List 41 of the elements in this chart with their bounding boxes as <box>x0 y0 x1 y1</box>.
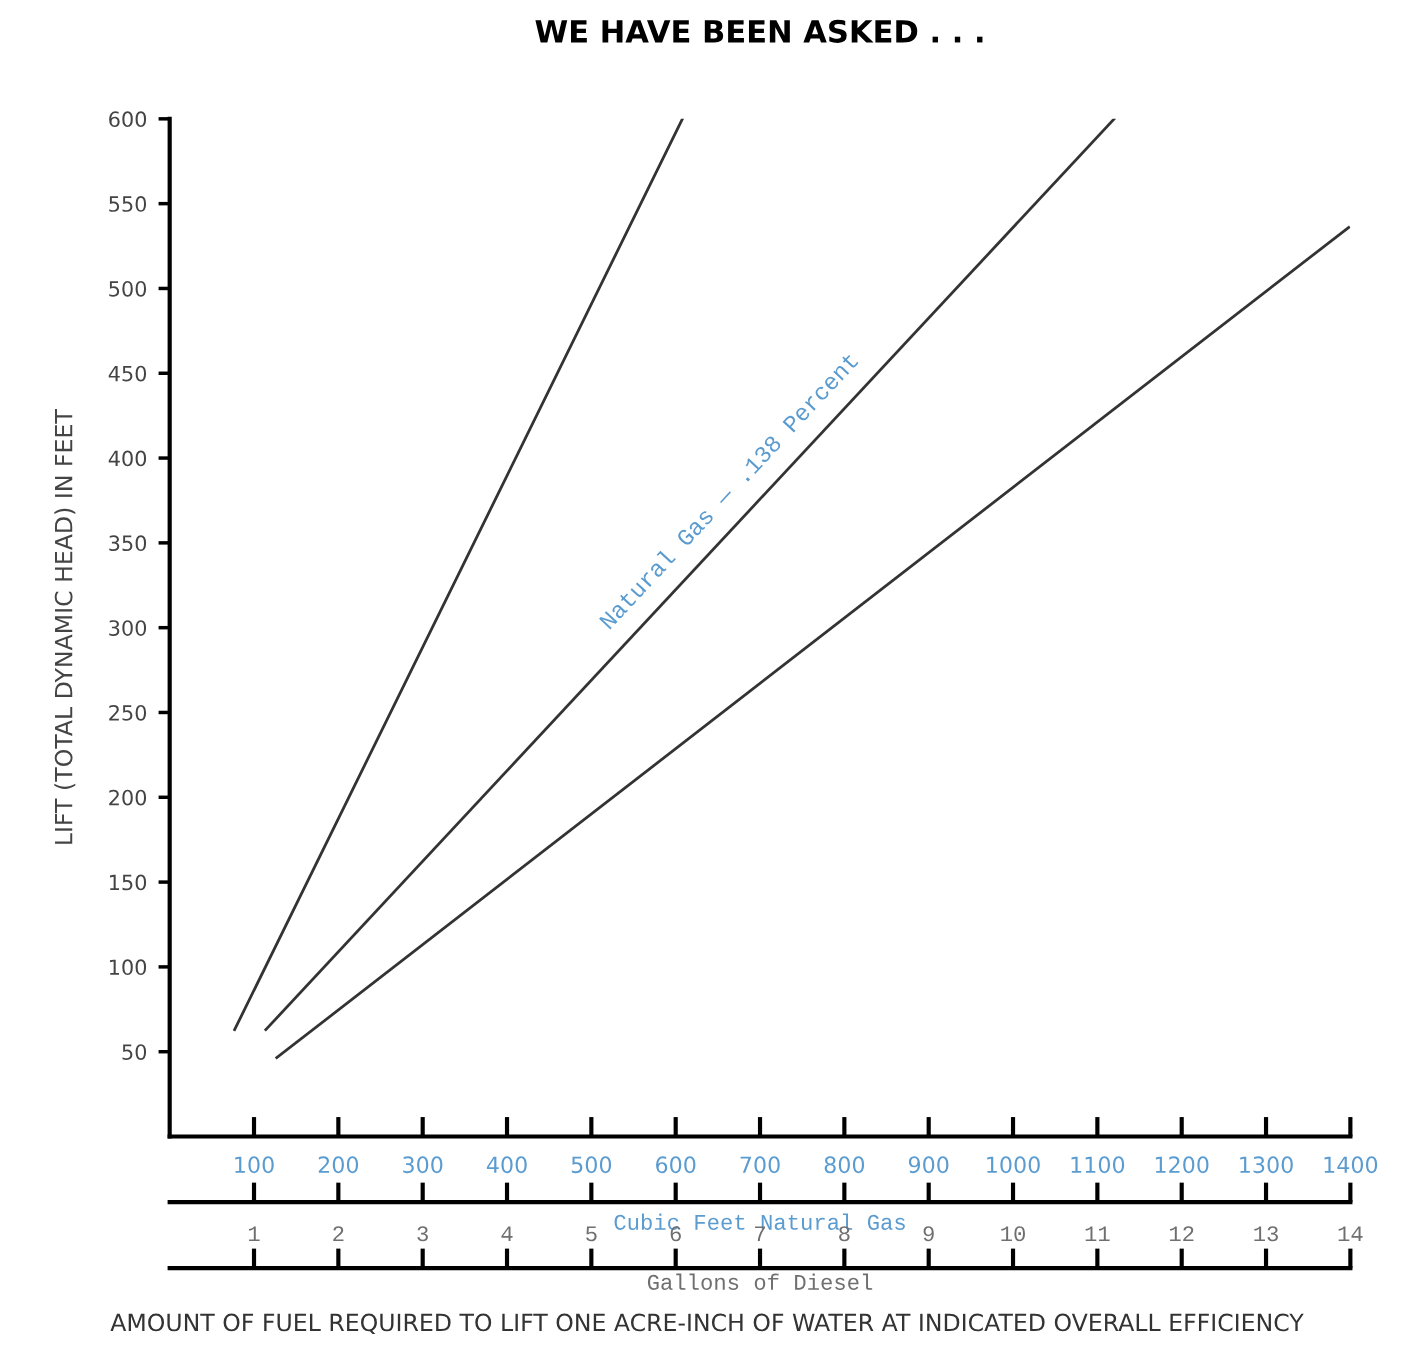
x2-tick-label: 13 <box>1254 1226 1278 1242</box>
x2-tick-label: 3 <box>417 1226 428 1242</box>
y-tick-label: 550 <box>109 196 147 212</box>
y-tick-label: 300 <box>109 620 147 636</box>
x-tick-label: 1400 <box>1324 1156 1378 1174</box>
x-tick-label: 1100 <box>1071 1156 1125 1174</box>
x-tick-label: 1000 <box>987 1156 1040 1174</box>
x-tick-label: 500 <box>571 1156 612 1174</box>
chart-title: WE HAVE BEEN ASKED . . . <box>535 19 983 43</box>
y-tick-label: 600 <box>109 111 147 128</box>
x-tick-label: 900 <box>908 1156 949 1174</box>
x-tick-label: 600 <box>656 1156 696 1174</box>
x2-tick-label: 11 <box>1085 1226 1110 1242</box>
x-tick-label: 1200 <box>1155 1156 1209 1174</box>
x2-tick-label: 9 <box>923 1226 934 1242</box>
x-tick-label: 800 <box>824 1156 865 1174</box>
y-tick-label: 50 <box>122 1044 147 1060</box>
y-tick-label: 200 <box>109 789 147 806</box>
x-tick-label: 400 <box>486 1156 527 1174</box>
x2-tick-label: 5 <box>586 1226 597 1242</box>
x2-tick-label: 1 <box>248 1226 260 1242</box>
x2-tick-label: 14 <box>1338 1226 1363 1242</box>
x-tick-label: 200 <box>318 1156 359 1174</box>
x-tick-label: 100 <box>235 1156 274 1174</box>
x-tick-label: 300 <box>403 1156 443 1174</box>
y-tick-label: 500 <box>109 280 147 297</box>
x-tick-label: 700 <box>740 1156 780 1174</box>
x2-tick-label: 4 <box>501 1226 513 1242</box>
text: AMOUNT OF FUEL REQUIRED TO LIFT ONE ACRE-INCH OF WATER AT INDICATED OVERALL EFFICIENCY <box>110 1313 1304 1335</box>
y-axis-title: LIFT (TOTAL DYNAMIC HEAD) IN FEET <box>54 409 76 844</box>
x2-tick-label: 2 <box>333 1226 344 1242</box>
x2-axis-title: Gallons of Diesel <box>647 1273 873 1290</box>
y-tick-label: 150 <box>109 874 147 891</box>
y-tick-label: 400 <box>108 450 147 467</box>
y-tick-label: 250 <box>109 704 147 721</box>
y-tick-label: 350 <box>109 535 147 552</box>
y-tick-label: 450 <box>108 365 147 382</box>
x-tick-label: 1300 <box>1240 1156 1293 1174</box>
x2-tick-label: 10 <box>1001 1226 1025 1242</box>
y-tick-label: 100 <box>109 959 147 976</box>
x2-tick-label: 12 <box>1169 1226 1194 1242</box>
